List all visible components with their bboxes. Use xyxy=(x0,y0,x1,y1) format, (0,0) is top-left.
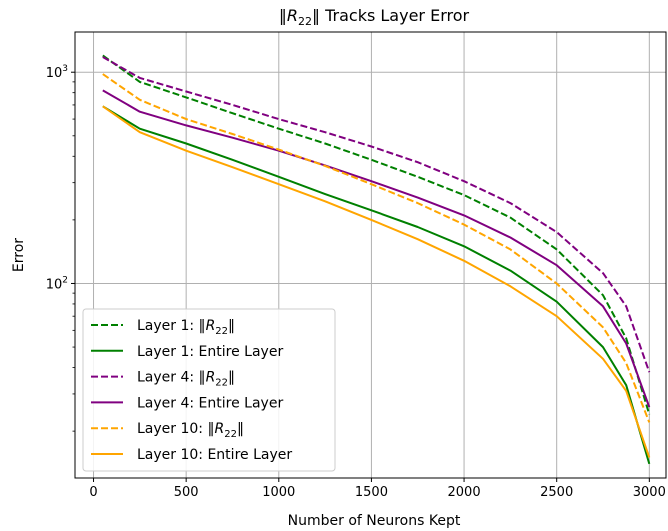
series-line-1 xyxy=(102,54,651,415)
x-tick-label: 2000 xyxy=(448,485,481,500)
legend-label: Layer 4: ‖R22‖ xyxy=(137,370,235,389)
y-axis-label: Error xyxy=(11,238,27,272)
x-tick-label: 0 xyxy=(89,485,97,500)
legend-label: Layer 10: ‖R22‖ xyxy=(137,421,244,440)
legend-label: Layer 10: Entire Layer xyxy=(137,447,292,463)
legend-label: Layer 1: ‖R22‖ xyxy=(137,318,235,337)
series-line-3 xyxy=(102,56,651,373)
series-line-6 xyxy=(102,105,651,458)
y-tick-label: 103 xyxy=(46,64,68,81)
series-line-4 xyxy=(102,89,651,408)
x-tick-label: 500 xyxy=(174,485,199,500)
x-tick-label: 2500 xyxy=(540,485,573,500)
x-tick-label: 1000 xyxy=(262,485,295,500)
x-tick-label: 3000 xyxy=(633,485,666,500)
legend-label: Layer 1: Entire Layer xyxy=(137,344,283,360)
plot-frame xyxy=(74,31,667,479)
series-line-2 xyxy=(102,105,651,465)
chart-title: ‖R22‖ Tracks Layer Error xyxy=(279,6,470,28)
legend-label: Layer 4: Entire Layer xyxy=(137,395,283,411)
series-lines xyxy=(102,54,651,465)
x-axis-label: Number of Neurons Kept xyxy=(288,513,461,529)
legend-box xyxy=(82,308,336,472)
series-line-5 xyxy=(102,73,651,423)
axis-ticks: 0 500 1000 1500 2000 2500 3000 102 103 xyxy=(46,64,666,500)
y-tick-label: 102 xyxy=(46,275,68,292)
legend: Layer 1: ‖R22‖ Layer 1: Entire Layer Layer… xyxy=(82,308,336,472)
x-tick-label: 1500 xyxy=(355,485,388,500)
